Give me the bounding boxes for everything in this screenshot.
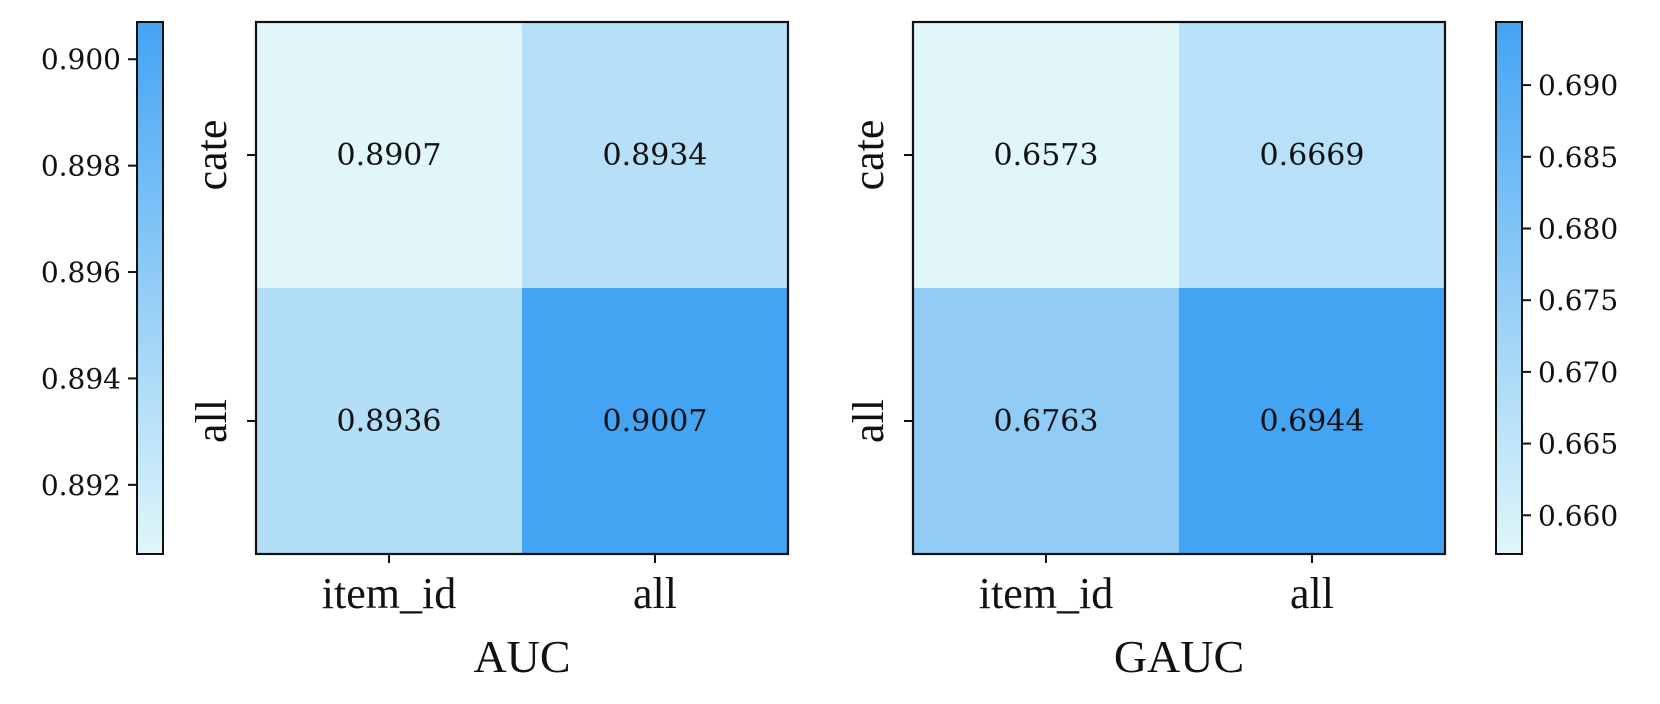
cell-value-label: 0.8934 [603,138,708,173]
heatmap-panel-2: 0.6573 0.6669 0.6763 0.6944 item_id all cate al… [844,20,1618,682]
cell-value-label: 0.6763 [994,404,1099,439]
colorbar: 0.892 0.894 0.896 0.898 0.900 [41,21,164,555]
y-tick-label: all [844,399,893,443]
colorbar-gradient [136,21,164,555]
heatmap-frame [254,20,790,556]
cell-value-label: 0.8907 [337,138,442,173]
heatmap-frame [911,20,1447,556]
cell-value-label: 0.8936 [337,404,442,439]
heatmap-cell [913,288,1179,554]
colorbar-tick-label: 0.892 [41,469,121,502]
colorbar-tick-label: 0.665 [1538,428,1618,461]
colorbar-tick-label: 0.900 [41,43,121,76]
colorbar-tick-label: 0.685 [1538,141,1618,174]
colorbar-tick-label: 0.680 [1538,212,1618,245]
colorbar-tick-label: 0.896 [41,256,121,289]
cell-value-label: 0.9007 [603,404,708,439]
x-tick-label: all [633,569,677,618]
heatmap-cell [522,22,788,288]
colorbar-tick-label: 0.894 [41,362,121,395]
colorbar-tick-label: 0.690 [1538,69,1618,102]
y-tick-label: cate [187,120,236,191]
colorbar-tick-label: 0.660 [1538,499,1618,532]
heatmap-cell [1179,22,1445,288]
colorbar-tick-label: 0.675 [1538,284,1618,317]
heatmap-cell [522,288,788,554]
colorbar-tick-label: 0.898 [41,150,121,183]
cell-value-label: 0.6669 [1260,138,1365,173]
x-tick-label: item_id [322,569,456,618]
heatmap-cell [1179,288,1445,554]
cell-value-label: 0.6573 [994,138,1099,173]
heatmap-cell [913,22,1179,288]
x-tick-label: item_id [979,569,1113,618]
y-tick-label: all [187,399,236,443]
x-tick-label: all [1290,569,1334,618]
colorbar-tick-label: 0.670 [1538,356,1618,389]
colorbar: 0.660 0.665 0.670 0.675 0.680 0.685 0.690 [1495,21,1618,555]
x-axis-title: AUC [473,631,570,682]
colorbar-gradient [1495,21,1523,555]
heatmap-cell [256,288,522,554]
heatmap-panel-1: 0.8907 0.8934 0.8936 0.9007 item_id all cate al… [41,20,790,682]
heatmap-cell [256,22,522,288]
y-tick-label: cate [844,120,893,191]
x-axis-title: GAUC [1114,631,1244,682]
cell-value-label: 0.6944 [1260,404,1365,439]
